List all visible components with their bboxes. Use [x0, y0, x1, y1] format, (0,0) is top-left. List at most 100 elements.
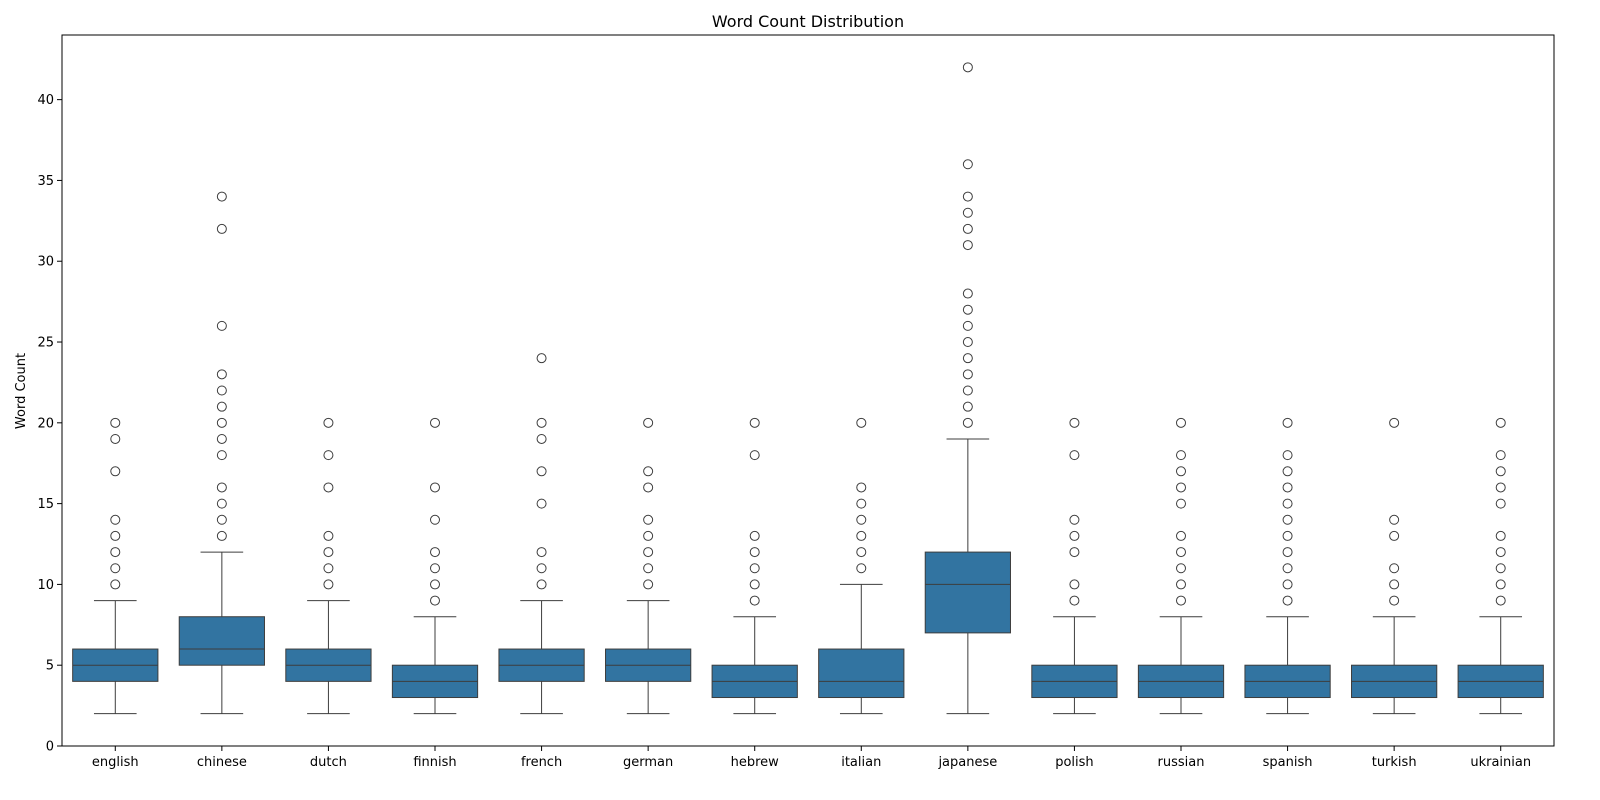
- outlier-point: [962, 304, 973, 315]
- outlier-point: [1176, 595, 1186, 606]
- outlier-point: [1495, 466, 1506, 477]
- outlier-point: [1389, 579, 1400, 590]
- y-tick-label: 20: [37, 416, 54, 431]
- outlier-point: [1495, 547, 1506, 558]
- outlier-point: [216, 417, 227, 428]
- outlier-point: [643, 482, 654, 493]
- box-chinese: [178, 616, 265, 666]
- outlier-point: [749, 579, 760, 590]
- outlier-point: [962, 385, 973, 396]
- outlier-point: [1495, 498, 1506, 509]
- outlier-point: [856, 530, 867, 541]
- outlier-point: [1282, 498, 1293, 509]
- x-tick-label-chinese: chinese: [197, 755, 247, 770]
- y-tick-label: 25: [37, 336, 54, 351]
- y-tick-label: 35: [37, 174, 54, 189]
- y-tick-label: 0: [46, 740, 54, 755]
- outlier-point: [536, 466, 547, 477]
- outlier-point: [216, 433, 227, 444]
- outlier-point: [216, 530, 227, 541]
- outlier-point: [1495, 595, 1506, 606]
- outlier-point: [749, 563, 760, 574]
- outlier-point: [1495, 417, 1506, 428]
- outlier-point: [536, 433, 547, 444]
- x-tick-label-ukrainian: ukrainian: [1470, 755, 1531, 770]
- outlier-point: [216, 450, 227, 461]
- outlier-point: [962, 369, 973, 380]
- outlier-point: [1495, 530, 1506, 541]
- outlier-point: [962, 223, 973, 234]
- outlier-point: [323, 482, 334, 493]
- x-tick-label-polish: polish: [1055, 755, 1093, 770]
- outlier-point: [536, 417, 547, 428]
- outlier-point: [536, 498, 547, 509]
- outlier-point: [962, 353, 973, 364]
- outlier-point: [1282, 417, 1293, 428]
- outlier-point: [856, 547, 867, 558]
- y-tick-label: 10: [37, 578, 54, 593]
- outlier-point: [430, 514, 440, 525]
- y-tick-label: 30: [37, 255, 54, 270]
- outlier-point: [1282, 466, 1293, 477]
- outlier-point: [110, 433, 121, 444]
- outlier-point: [323, 563, 334, 574]
- outlier-point: [856, 417, 867, 428]
- outlier-point: [1176, 466, 1186, 477]
- outlier-point: [216, 482, 227, 493]
- outlier-point: [643, 466, 654, 477]
- outlier-point: [1282, 450, 1293, 461]
- outlier-point: [749, 530, 760, 541]
- outlier-point: [962, 288, 973, 299]
- outlier-point: [110, 417, 121, 428]
- outlier-point: [1282, 563, 1293, 574]
- outlier-point: [110, 547, 121, 558]
- outlier-point: [643, 530, 654, 541]
- outlier-point: [1495, 579, 1506, 590]
- outlier-point: [110, 514, 121, 525]
- y-tick-label: 40: [37, 93, 54, 108]
- outlier-point: [323, 530, 334, 541]
- outlier-point: [1176, 579, 1186, 590]
- outlier-point: [962, 207, 973, 218]
- outlier-point: [1176, 450, 1186, 461]
- outlier-point: [643, 417, 654, 428]
- outlier-point: [1069, 579, 1080, 590]
- outlier-point: [856, 514, 867, 525]
- outlier-point: [1282, 482, 1293, 493]
- outlier-point: [216, 223, 227, 234]
- outlier-point: [1176, 498, 1186, 509]
- chart-title: Word Count Distribution: [712, 12, 904, 31]
- x-tick-label-turkish: turkish: [1372, 755, 1417, 770]
- outlier-point: [962, 337, 973, 348]
- outlier-point: [1282, 514, 1293, 525]
- outlier-point: [749, 595, 760, 606]
- outlier-point: [1282, 547, 1293, 558]
- y-tick-label: 15: [37, 497, 54, 512]
- outlier-point: [110, 466, 121, 477]
- outlier-point: [962, 62, 973, 73]
- outlier-point: [430, 563, 440, 574]
- outlier-point: [1389, 595, 1400, 606]
- x-tick-label-spanish: spanish: [1263, 755, 1313, 770]
- x-tick-label-japanese: japanese: [937, 755, 997, 770]
- x-tick-label-hebrew: hebrew: [731, 755, 780, 770]
- box-italian: [818, 648, 905, 699]
- x-tick-label-russian: russian: [1158, 755, 1205, 770]
- outlier-point: [110, 563, 121, 574]
- outlier-point: [430, 417, 440, 428]
- x-tick-label-french: french: [521, 755, 562, 770]
- outlier-point: [216, 498, 227, 509]
- outlier-point: [536, 563, 547, 574]
- outlier-point: [643, 547, 654, 558]
- outlier-point: [1389, 514, 1400, 525]
- outlier-point: [856, 482, 867, 493]
- outlier-point: [1389, 417, 1400, 428]
- outlier-point: [110, 530, 121, 541]
- outlier-point: [216, 385, 227, 396]
- outlier-point: [323, 417, 334, 428]
- y-tick-label: 5: [46, 659, 54, 674]
- outlier-point: [1282, 530, 1293, 541]
- x-tick-label-italian: italian: [841, 755, 881, 770]
- outlier-point: [962, 401, 973, 412]
